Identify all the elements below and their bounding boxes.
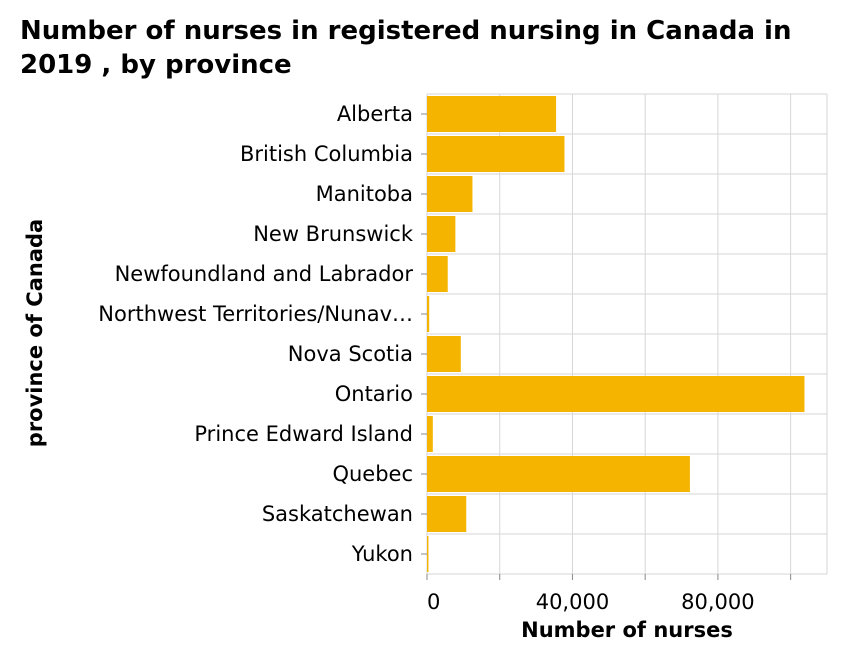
bar-2 <box>427 176 473 212</box>
y-tick-label: Manitoba <box>316 182 413 206</box>
y-tick-label: Saskatchewan <box>262 502 413 526</box>
x-axis-title: Number of nurses <box>521 618 733 642</box>
y-axis-title: province of Canada <box>23 219 47 447</box>
y-tick-label: British Columbia <box>240 142 413 166</box>
bars-layer <box>427 96 805 572</box>
bar-8 <box>427 416 433 452</box>
x-tick-label: 80,000 <box>681 590 754 614</box>
chart-title: Number of nurses in registered nursing i… <box>20 16 792 80</box>
bar-11 <box>427 536 429 572</box>
bar-1 <box>427 136 565 172</box>
bar-3 <box>427 216 456 252</box>
y-tick-label: Prince Edward Island <box>194 422 413 446</box>
y-tick-label: Quebec <box>332 462 413 486</box>
y-tick-label: Yukon <box>351 542 413 566</box>
y-tick-label: New Brunswick <box>253 222 414 246</box>
bar-10 <box>427 496 467 532</box>
bar-9 <box>427 456 690 492</box>
y-tick-label: Ontario <box>335 382 413 406</box>
x-tick-label: 0 <box>427 590 440 614</box>
y-tick-label: Alberta <box>337 102 413 126</box>
y-tick-label: Nova Scotia <box>288 342 413 366</box>
bar-7 <box>427 376 805 412</box>
grid-layer <box>426 93 828 575</box>
y-axis: Alberta British Columbia Manitoba New Bruns… <box>98 102 427 566</box>
bar-6 <box>427 336 461 372</box>
bar-0 <box>427 96 557 132</box>
y-tick-label: Northwest Territories/Nunav… <box>98 302 413 326</box>
bar-4 <box>427 256 448 292</box>
y-tick-label: Newfoundland and Labrador <box>115 262 414 286</box>
x-tick-label: 40,000 <box>536 590 609 614</box>
bar-5 <box>427 296 430 332</box>
x-axis: 0 40,000 80,000 <box>426 574 792 614</box>
